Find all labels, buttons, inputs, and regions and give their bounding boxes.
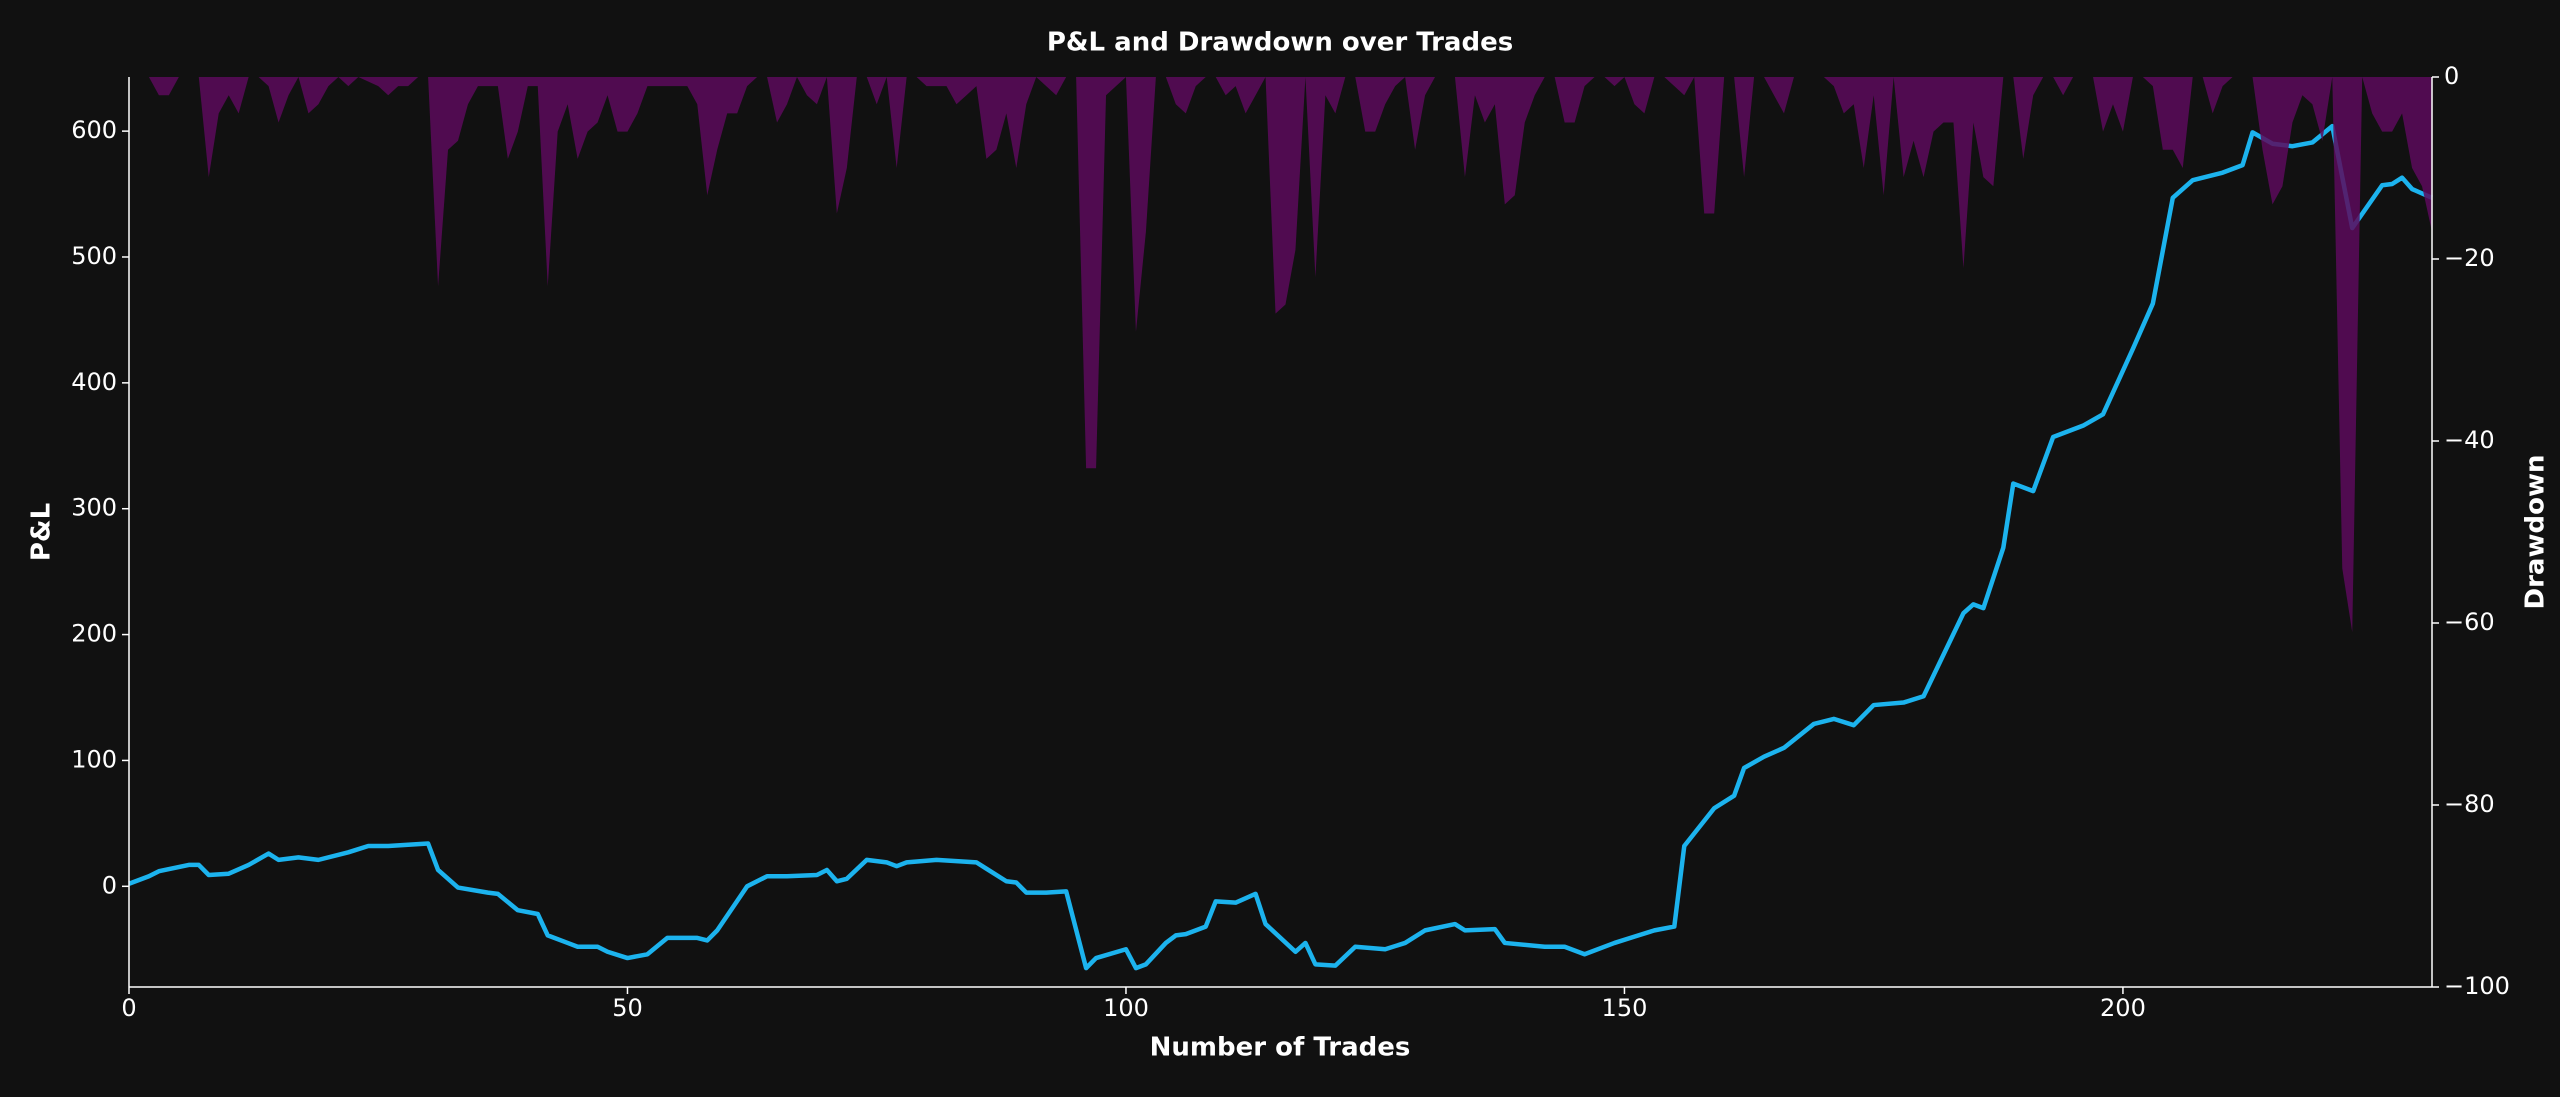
x-tick-label: 100 (1103, 994, 1149, 1022)
pnl-line (128, 123, 2433, 971)
y-tick-label: 200 (71, 620, 117, 648)
y2-tick-label: −40 (2444, 426, 2495, 454)
x-tick-label: 200 (2100, 994, 2146, 1022)
x-axis-label: Number of Trades (1150, 1033, 1411, 1063)
y2-tick-label: −60 (2444, 608, 2495, 636)
y-tick-label: 400 (71, 368, 117, 396)
y2-tick-label: −100 (2444, 972, 2510, 1000)
plot-area: 0 50 100 150 200 0 100 200 300 400 500 600 −100 −80 −6… (71, 62, 2510, 1022)
y-tick-label: 100 (71, 745, 117, 773)
chart-title: P&L and Drawdown over Trades (1047, 28, 1513, 58)
y2-tick-label: −80 (2444, 790, 2495, 818)
y-tick-label: 0 (102, 871, 117, 899)
y-tick-label: 300 (71, 494, 117, 522)
y2-tick-label: −20 (2444, 244, 2495, 272)
y-axis-label: P&L (27, 503, 57, 561)
y2-tick-label: 0 (2444, 62, 2459, 90)
x-tick-label: 50 (612, 994, 643, 1022)
y2-axis-label: Drawdown (2521, 455, 2551, 610)
drawdown-area (129, 77, 2432, 633)
y-tick-label: 500 (71, 242, 117, 270)
x-tick-label: 150 (1602, 994, 1648, 1022)
y-tick-label: 600 (71, 116, 117, 144)
x-tick-label: 0 (121, 994, 136, 1022)
